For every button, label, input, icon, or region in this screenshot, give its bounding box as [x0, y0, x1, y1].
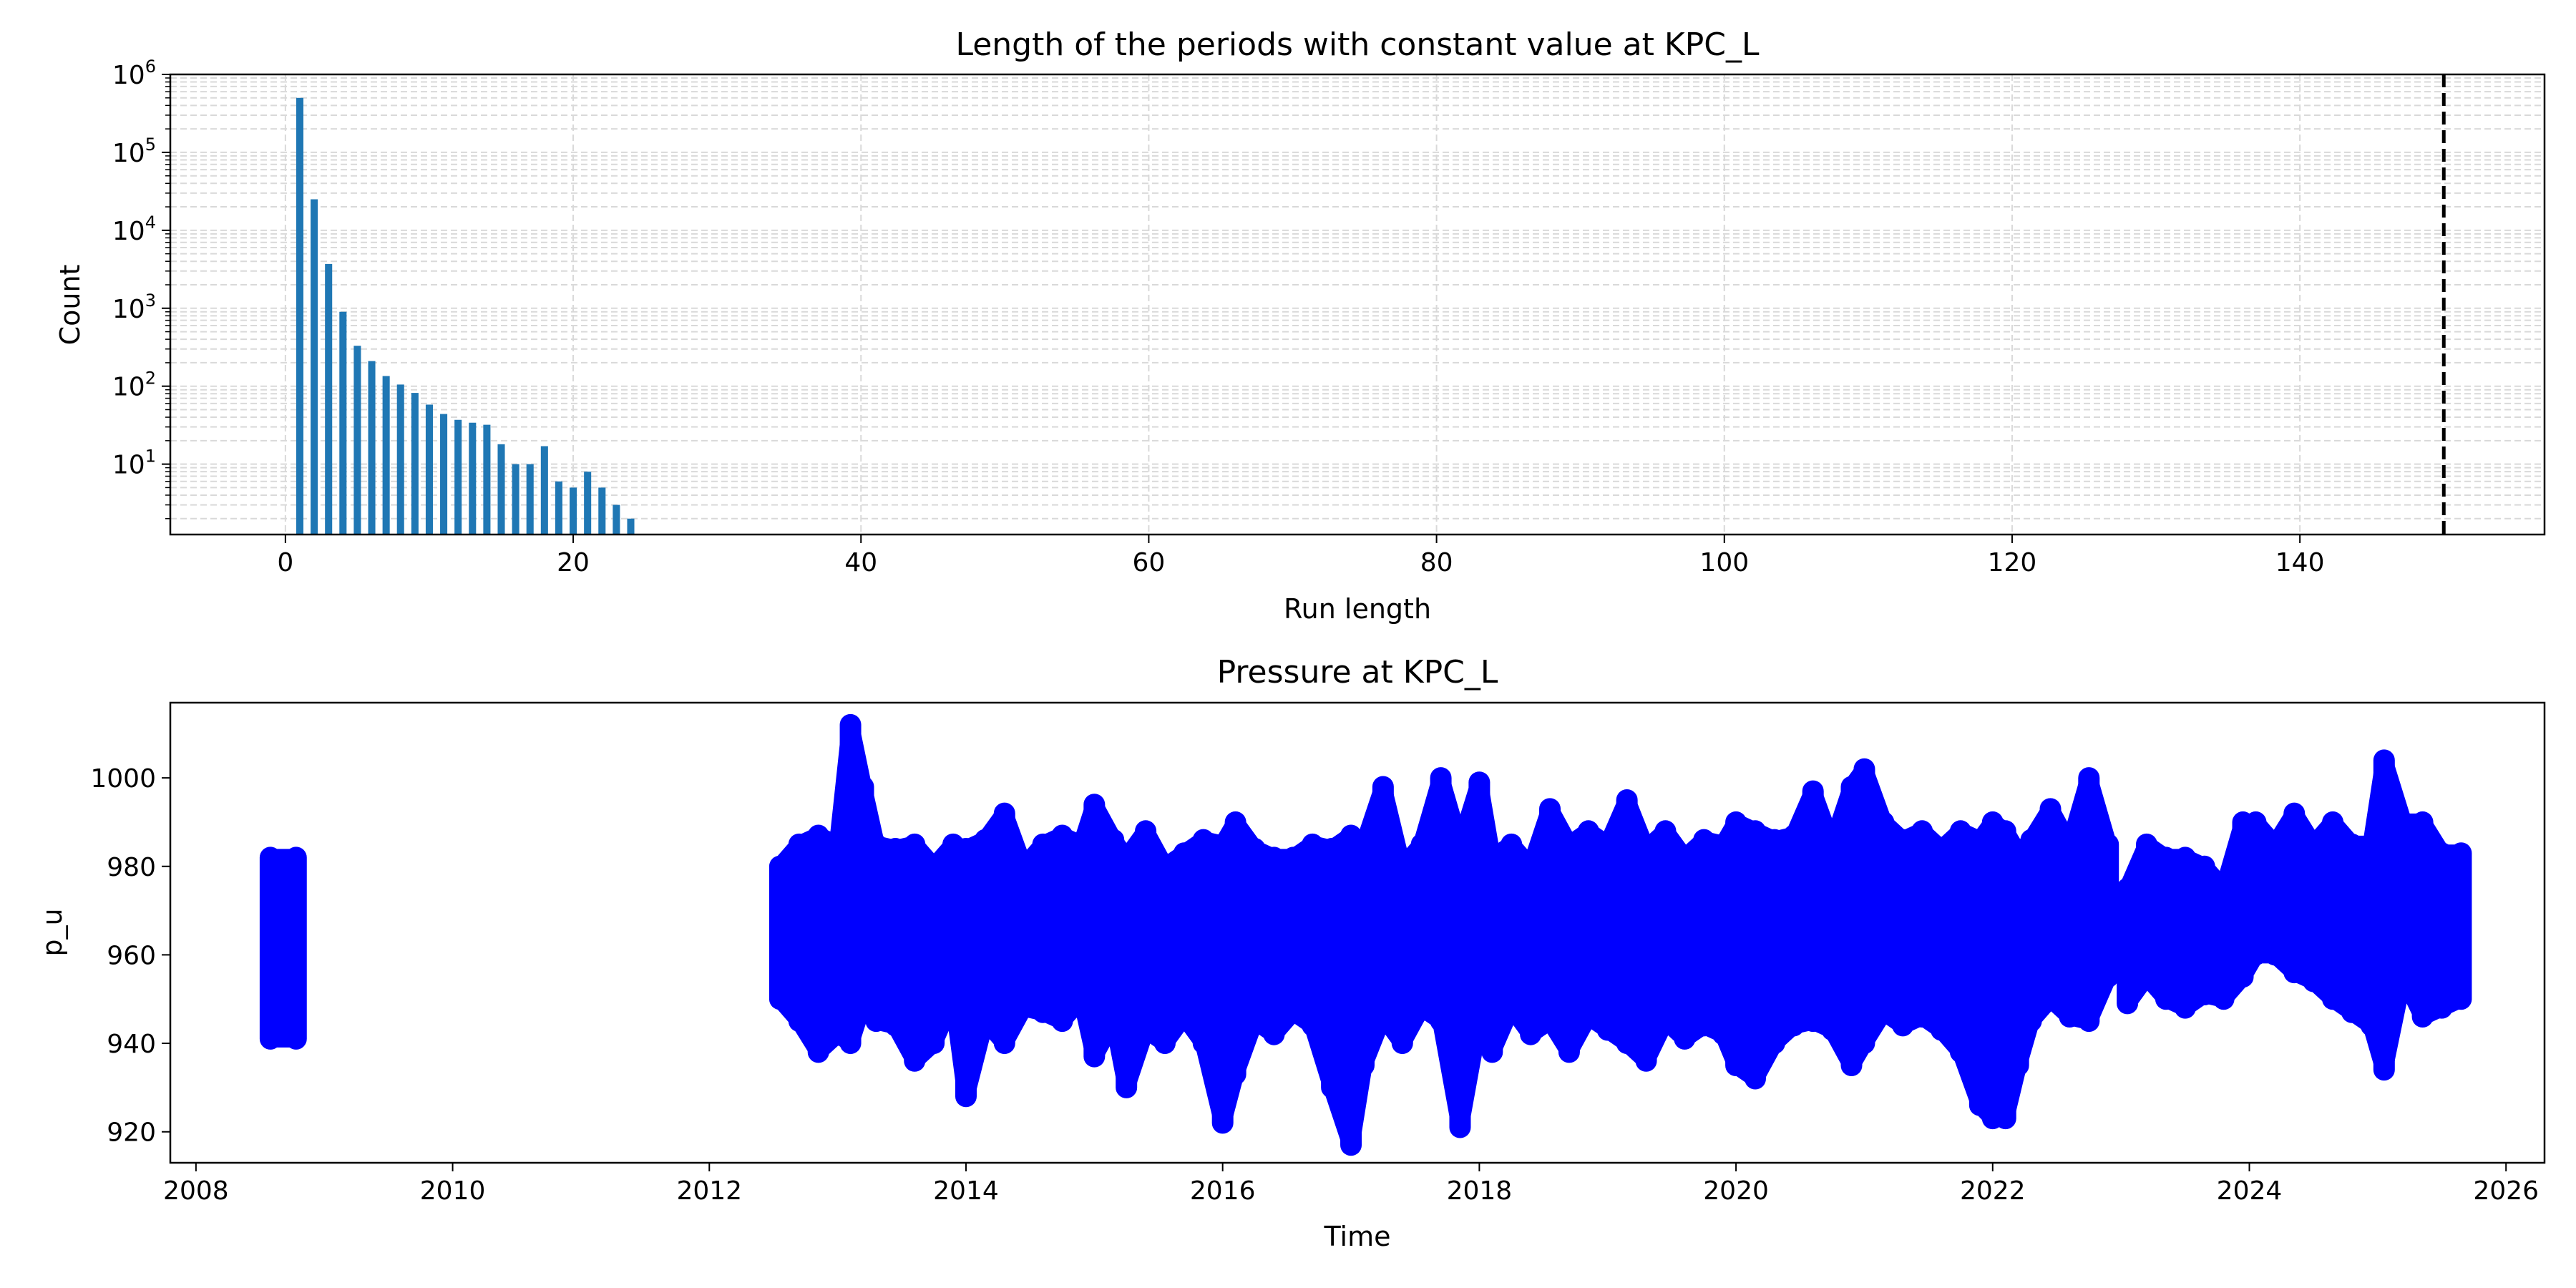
- histogram-bar: [555, 481, 562, 535]
- pressure-title: Pressure at KPC_L: [1217, 654, 1498, 691]
- histogram-y-tick-base: 10: [112, 451, 145, 480]
- histogram-panel: Length of the periods with constant valu…: [54, 26, 2546, 625]
- histogram-y-tick-exponent: 5: [145, 135, 156, 155]
- histogram-y-tick-base: 10: [112, 295, 145, 324]
- histogram-bar: [454, 419, 462, 535]
- histogram-bar: [440, 414, 448, 535]
- histogram-bar: [469, 422, 477, 535]
- pressure-x-tick-label: 2024: [2217, 1176, 2283, 1206]
- histogram-y-label: Count: [54, 265, 86, 346]
- pressure-axes-frame: [169, 701, 2546, 1164]
- histogram-bar: [526, 464, 534, 535]
- histogram-y-tick-exponent: 4: [145, 213, 156, 233]
- histogram-bar: [483, 424, 491, 535]
- histogram-x-tick-label: 120: [1988, 548, 2037, 577]
- histogram-bar: [396, 384, 404, 535]
- histogram-x-ticks: 0 20 40 60 80 100 120 140: [277, 535, 2325, 577]
- histogram-y-tick-base: 10: [112, 139, 145, 168]
- histogram-title: Length of the periods with constant valu…: [955, 26, 1759, 63]
- histogram-bar: [570, 487, 577, 535]
- pressure-panel: Pressure at KPC_L 2008 2010 2012 2014 2016 20…: [36, 654, 2546, 1252]
- histogram-y-tick-base: 10: [112, 61, 145, 90]
- pressure-x-tick-label: 2012: [676, 1176, 742, 1206]
- histogram-bar: [425, 404, 433, 535]
- histogram-axes-frame: [169, 73, 2546, 536]
- histogram-y-tick-exponent: 1: [145, 447, 156, 467]
- pressure-y-ticks: 920 940 960 980 1000: [90, 764, 170, 1148]
- histogram-bar: [497, 444, 505, 535]
- pressure-x-tick-label: 2014: [933, 1176, 999, 1206]
- pressure-y-label: p_u: [36, 908, 68, 956]
- pressure-x-tick-label: 2010: [420, 1176, 486, 1206]
- histogram-y-tick-exponent: 2: [145, 369, 156, 389]
- histogram-bar: [627, 518, 635, 535]
- histogram-bar: [584, 472, 592, 535]
- histogram-y-tick-exponent: 6: [145, 57, 156, 77]
- pressure-x-tick-label: 2022: [1960, 1176, 2026, 1206]
- histogram-x-tick-label: 40: [844, 548, 877, 577]
- histogram-x-tick-label: 140: [2275, 548, 2325, 577]
- histogram-bar: [613, 504, 620, 535]
- histogram-bar: [353, 346, 361, 535]
- histogram-bar: [382, 376, 390, 535]
- histogram-bar: [368, 361, 376, 535]
- pressure-x-tick-label: 2016: [1190, 1176, 1256, 1206]
- histogram-bar: [311, 199, 318, 535]
- pressure-y-tick-label: 920: [107, 1118, 156, 1148]
- histogram-bar: [411, 393, 419, 535]
- histogram-x-tick-label: 100: [1699, 548, 1749, 577]
- histogram-y-tick-exponent: 3: [145, 291, 156, 311]
- pressure-x-tick-label: 2018: [1447, 1176, 1513, 1206]
- pressure-y-tick-label: 940: [107, 1030, 156, 1059]
- histogram-y-tick-base: 10: [112, 217, 145, 246]
- histogram-bar: [598, 487, 606, 535]
- histogram-y-tick-label: 101: [112, 447, 156, 480]
- histogram-bars: [296, 97, 635, 535]
- pressure-x-ticks: 2008 2010 2012 2014 2016 2018 2020 2022 2024 2026: [163, 1163, 2539, 1206]
- pressure-series: [259, 713, 2472, 1156]
- pressure-x-tick-label: 2008: [163, 1176, 229, 1206]
- histogram-y-tick-base: 10: [112, 373, 145, 402]
- histogram-grid: [170, 74, 2545, 535]
- histogram-x-label: Run length: [1284, 593, 1431, 625]
- pressure-x-label: Time: [1324, 1221, 1391, 1252]
- histogram-x-tick-label: 20: [557, 548, 590, 577]
- histogram-y-tick-label: 104: [112, 213, 156, 246]
- histogram-bar: [296, 97, 304, 535]
- histogram-y-tick-label: 102: [112, 369, 156, 402]
- pressure-y-tick-label: 1000: [90, 764, 156, 794]
- histogram-bar: [325, 263, 333, 535]
- histogram-bar: [512, 464, 519, 535]
- histogram-y-tick-label: 103: [112, 291, 156, 324]
- pressure-y-tick-label: 980: [107, 853, 156, 882]
- pressure-x-tick-label: 2020: [1703, 1176, 1769, 1206]
- histogram-y-tick-label: 106: [112, 57, 156, 90]
- histogram-bar: [339, 311, 347, 535]
- pressure-y-tick-label: 960: [107, 941, 156, 970]
- histogram-bar: [540, 446, 548, 535]
- histogram-x-tick-label: 60: [1133, 548, 1166, 577]
- histogram-x-tick-label: 80: [1420, 548, 1453, 577]
- histogram-y-tick-label: 105: [112, 135, 156, 168]
- pressure-x-tick-label: 2026: [2473, 1176, 2539, 1206]
- histogram-x-tick-label: 0: [277, 548, 293, 577]
